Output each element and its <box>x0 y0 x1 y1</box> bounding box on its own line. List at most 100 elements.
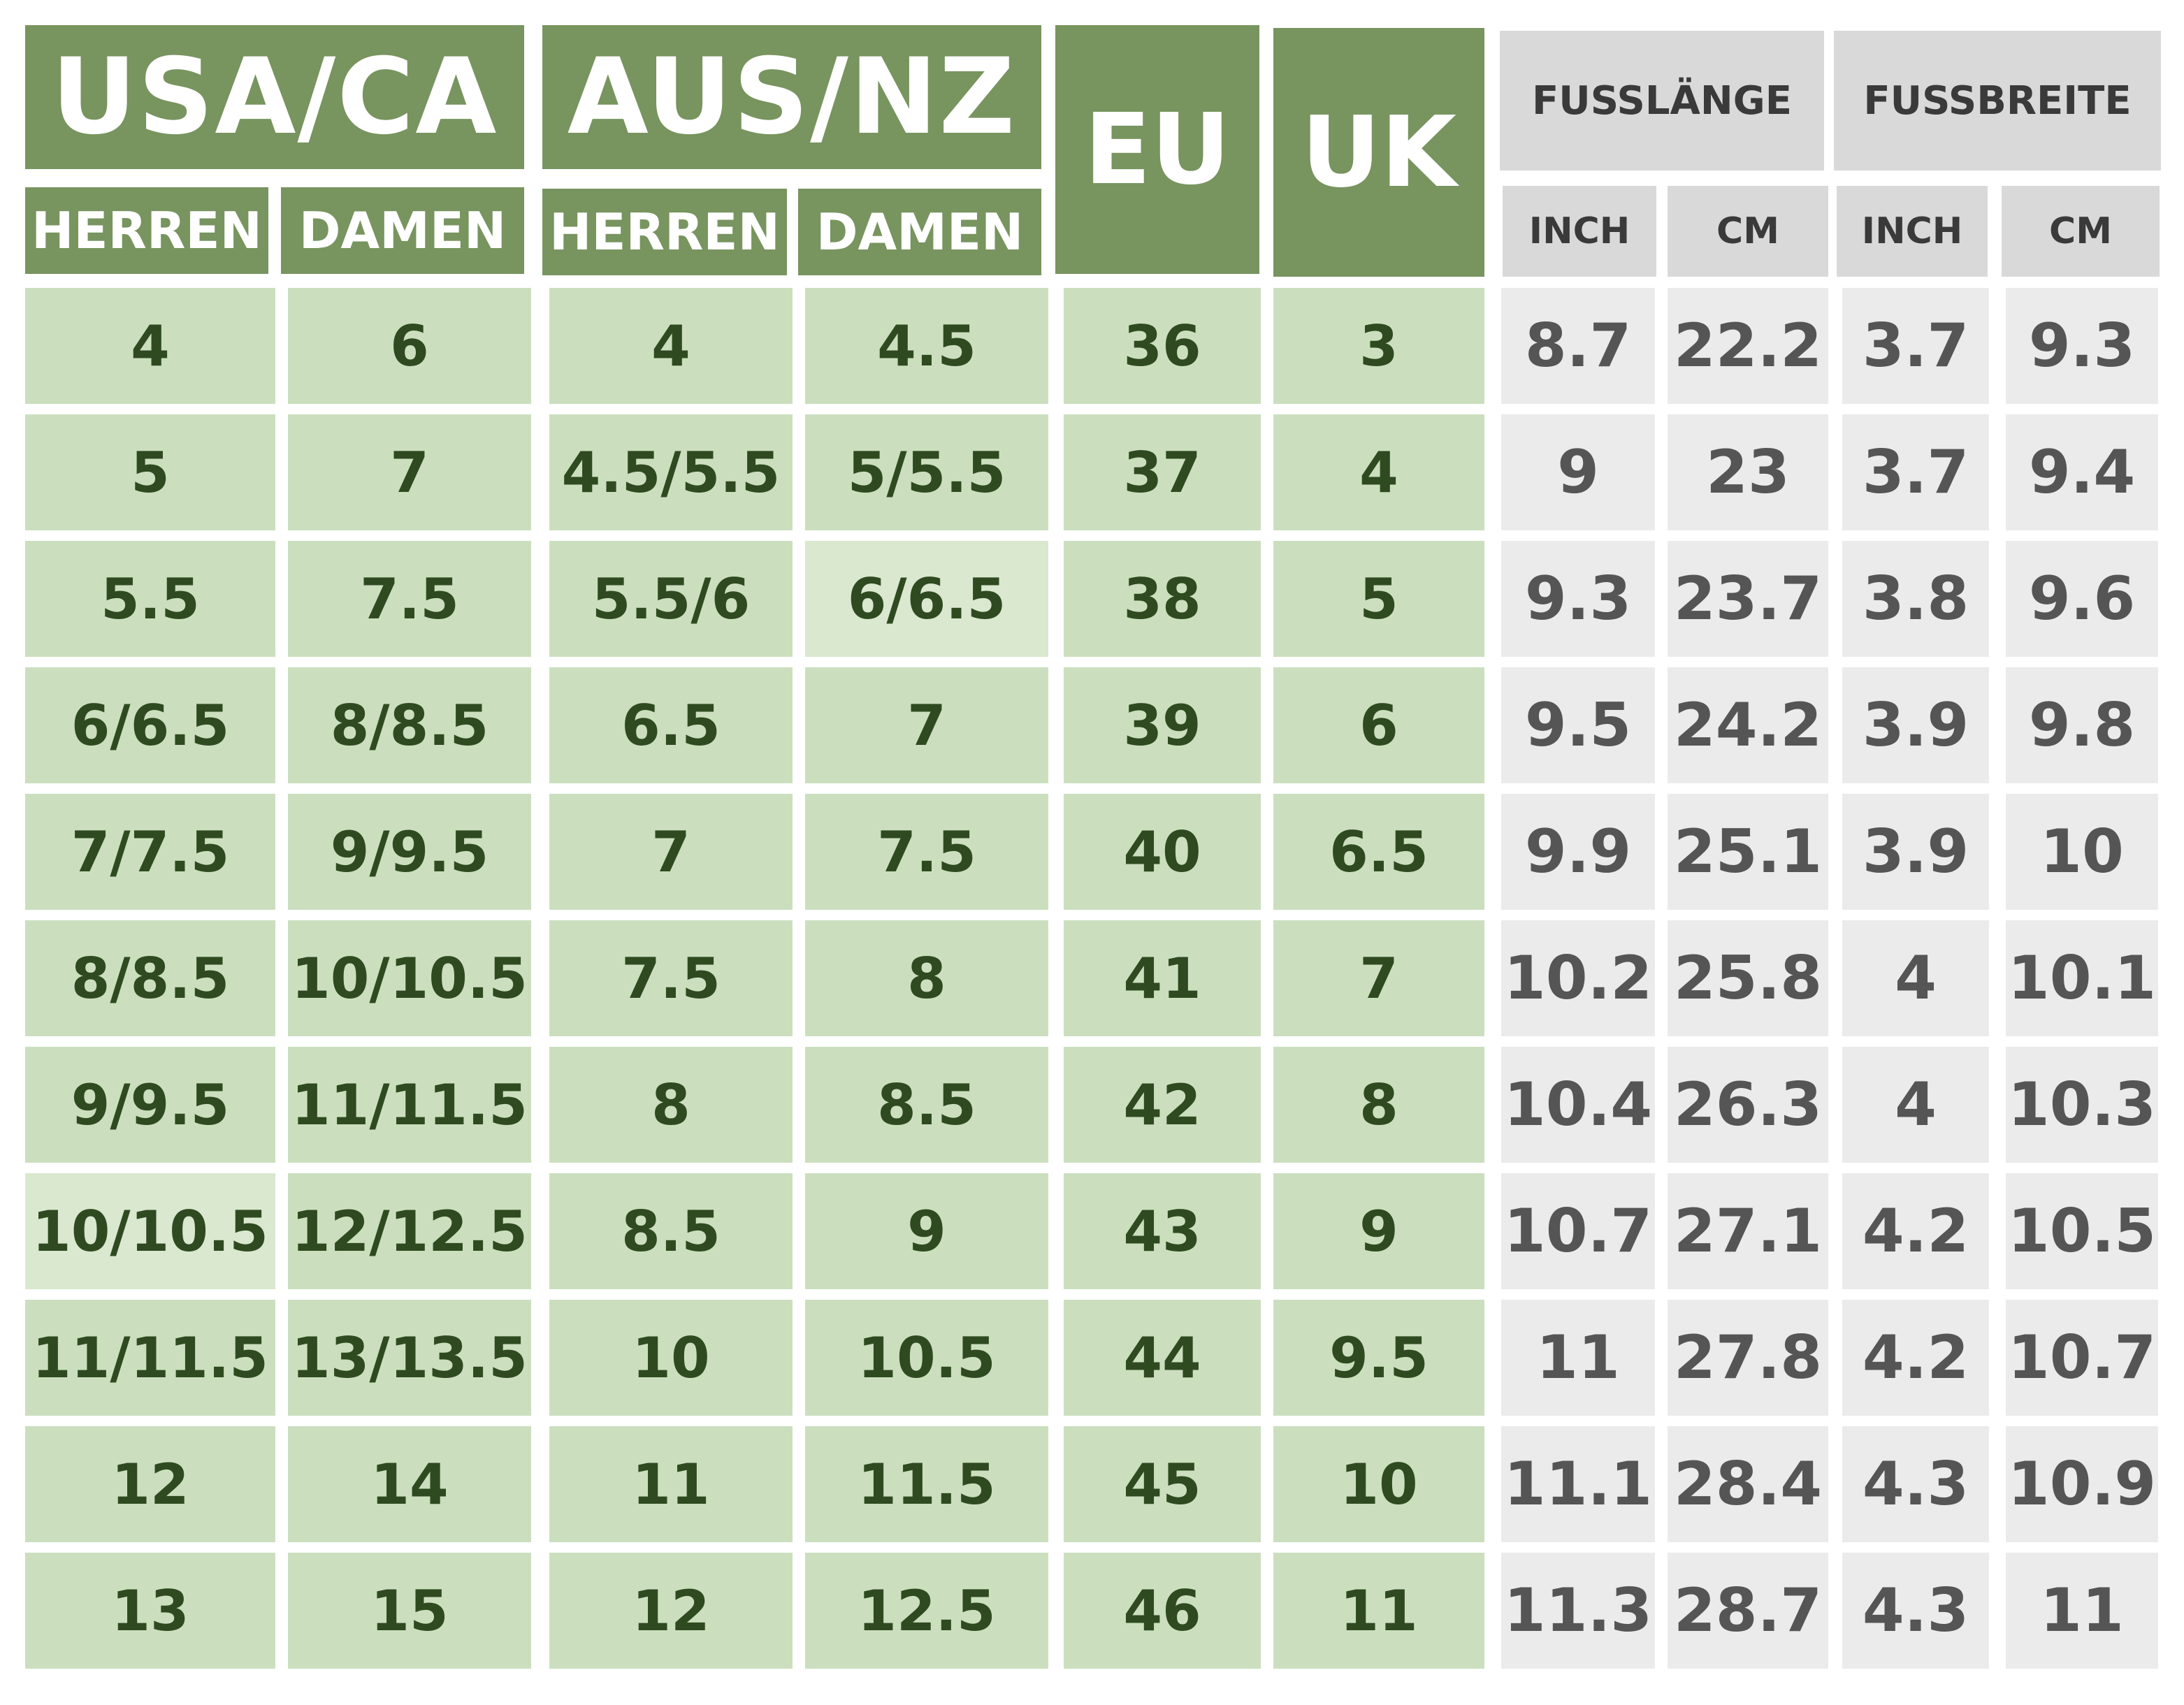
header-laenge-inch: INCH <box>1503 186 1656 277</box>
cell-laenge-cm: 25.8 <box>1668 920 1828 1036</box>
cell-eu: 36 <box>1064 288 1261 404</box>
cell-breite-cm: 9.8 <box>2006 667 2158 783</box>
header-fusslaenge: FUSSLÄNGE <box>1500 31 1824 170</box>
cell-laenge-cm: 27.8 <box>1668 1300 1828 1416</box>
cell-laenge-cm: 28.7 <box>1668 1553 1828 1669</box>
cell-laenge-inch: 9.5 <box>1501 667 1655 783</box>
cell-eu: 46 <box>1064 1553 1261 1669</box>
cell-usa-damen: 13/13.5 <box>288 1300 531 1416</box>
cell-laenge-cm: 26.3 <box>1668 1047 1828 1163</box>
cell-breite-cm: 10 <box>2006 794 2158 910</box>
cell-laenge-inch: 11.1 <box>1501 1426 1655 1542</box>
cell-eu: 38 <box>1064 541 1261 657</box>
cell-aus-damen: 10.5 <box>805 1300 1048 1416</box>
cell-usa-damen: 12/12.5 <box>288 1173 531 1289</box>
cell-usa-herren: 5.5 <box>25 541 275 657</box>
cell-eu: 40 <box>1064 794 1261 910</box>
cell-laenge-inch: 10.2 <box>1501 920 1655 1036</box>
cell-eu: 45 <box>1064 1426 1261 1542</box>
cell-breite-inch: 4.2 <box>1842 1300 1989 1416</box>
cell-usa-herren: 8/8.5 <box>25 920 275 1036</box>
cell-uk: 6 <box>1273 667 1484 783</box>
header-breite-cm: CM <box>2002 186 2160 277</box>
cell-usa-herren: 12 <box>25 1426 275 1542</box>
cell-usa-damen: 10/10.5 <box>288 920 531 1036</box>
cell-breite-inch: 3.7 <box>1842 414 1989 530</box>
cell-laenge-cm: 23 <box>1668 414 1828 530</box>
cell-breite-inch: 3.9 <box>1842 667 1989 783</box>
cell-breite-inch: 4.3 <box>1842 1426 1989 1542</box>
cell-laenge-cm: 24.2 <box>1668 667 1828 783</box>
cell-usa-damen: 8/8.5 <box>288 667 531 783</box>
cell-aus-damen: 9 <box>805 1173 1048 1289</box>
header-aus-damen: DAMEN <box>798 189 1041 275</box>
cell-laenge-cm: 25.1 <box>1668 794 1828 910</box>
cell-eu: 43 <box>1064 1173 1261 1289</box>
cell-breite-cm: 9.3 <box>2006 288 2158 404</box>
cell-laenge-inch: 10.7 <box>1501 1173 1655 1289</box>
cell-breite-inch: 4 <box>1842 1047 1989 1163</box>
cell-breite-inch: 3.9 <box>1842 794 1989 910</box>
cell-usa-herren: 9/9.5 <box>25 1047 275 1163</box>
cell-eu: 41 <box>1064 920 1261 1036</box>
cell-breite-inch: 3.7 <box>1842 288 1989 404</box>
cell-uk: 7 <box>1273 920 1484 1036</box>
cell-aus-herren: 6.5 <box>549 667 793 783</box>
cell-breite-cm: 9.4 <box>2006 414 2158 530</box>
cell-laenge-inch: 8.7 <box>1501 288 1655 404</box>
cell-aus-herren: 8.5 <box>549 1173 793 1289</box>
cell-breite-inch: 3.8 <box>1842 541 1989 657</box>
cell-usa-herren: 7/7.5 <box>25 794 275 910</box>
cell-breite-inch: 4 <box>1842 920 1989 1036</box>
cell-uk: 9 <box>1273 1173 1484 1289</box>
cell-aus-damen: 5/5.5 <box>805 414 1048 530</box>
cell-usa-herren: 6/6.5 <box>25 667 275 783</box>
cell-uk: 11 <box>1273 1553 1484 1669</box>
cell-breite-inch: 4.2 <box>1842 1173 1989 1289</box>
cell-aus-damen: 12.5 <box>805 1553 1048 1669</box>
cell-usa-damen: 7.5 <box>288 541 531 657</box>
cell-laenge-cm: 23.7 <box>1668 541 1828 657</box>
cell-breite-cm: 11 <box>2006 1553 2158 1669</box>
cell-aus-herren: 4 <box>549 288 793 404</box>
cell-laenge-cm: 27.1 <box>1668 1173 1828 1289</box>
cell-breite-inch: 4.3 <box>1842 1553 1989 1669</box>
cell-uk: 8 <box>1273 1047 1484 1163</box>
cell-eu: 39 <box>1064 667 1261 783</box>
header-laenge-cm: CM <box>1668 186 1828 277</box>
header-usa-herren: HERREN <box>25 187 268 274</box>
cell-breite-cm: 10.7 <box>2006 1300 2158 1416</box>
cell-breite-cm: 10.5 <box>2006 1173 2158 1289</box>
cell-aus-damen: 11.5 <box>805 1426 1048 1542</box>
cell-usa-damen: 6 <box>288 288 531 404</box>
cell-uk: 3 <box>1273 288 1484 404</box>
cell-laenge-inch: 9.9 <box>1501 794 1655 910</box>
cell-uk: 6.5 <box>1273 794 1484 910</box>
cell-aus-damen: 6/6.5 <box>805 541 1048 657</box>
header-usa-damen: DAMEN <box>281 187 524 274</box>
header-uk: UK <box>1273 28 1484 277</box>
cell-aus-damen: 8.5 <box>805 1047 1048 1163</box>
cell-usa-herren: 5 <box>25 414 275 530</box>
cell-aus-damen: 8 <box>805 920 1048 1036</box>
header-aus-nz: AUS/NZ <box>542 25 1041 169</box>
cell-uk: 5 <box>1273 541 1484 657</box>
cell-uk: 4 <box>1273 414 1484 530</box>
cell-laenge-inch: 11.3 <box>1501 1553 1655 1669</box>
cell-aus-damen: 4.5 <box>805 288 1048 404</box>
cell-aus-herren: 8 <box>549 1047 793 1163</box>
cell-laenge-inch: 9 <box>1501 414 1655 530</box>
cell-breite-cm: 9.6 <box>2006 541 2158 657</box>
cell-laenge-inch: 9.3 <box>1501 541 1655 657</box>
header-aus-herren: HERREN <box>542 189 787 275</box>
cell-breite-cm: 10.9 <box>2006 1426 2158 1542</box>
cell-usa-damen: 14 <box>288 1426 531 1542</box>
header-breite-inch: INCH <box>1837 186 1988 277</box>
cell-uk: 9.5 <box>1273 1300 1484 1416</box>
cell-eu: 42 <box>1064 1047 1261 1163</box>
cell-usa-herren: 10/10.5 <box>25 1173 275 1289</box>
cell-aus-herren: 5.5/6 <box>549 541 793 657</box>
header-fussbreite: FUSSBREITE <box>1834 31 2161 170</box>
cell-eu: 37 <box>1064 414 1261 530</box>
cell-laenge-inch: 10.4 <box>1501 1047 1655 1163</box>
